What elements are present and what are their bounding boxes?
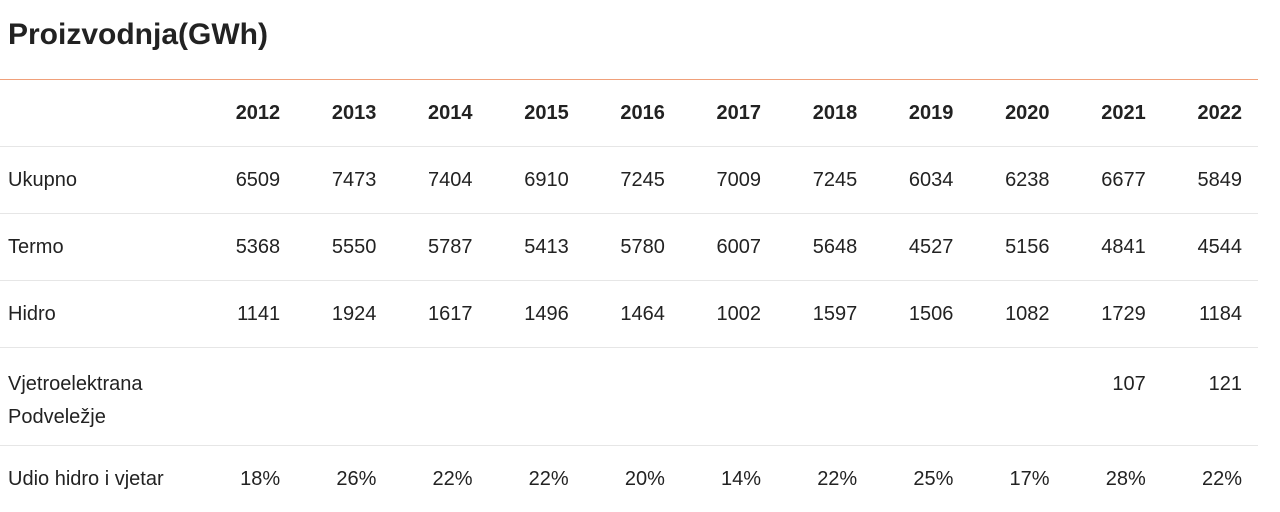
header-corner-cell	[0, 80, 200, 147]
table-cell: 26%	[296, 446, 392, 512]
table-cell: 6677	[1066, 147, 1162, 214]
table-cell: 7404	[392, 147, 488, 214]
table-cell: 1924	[296, 281, 392, 348]
table-cell: 5787	[392, 214, 488, 281]
year-header: 2019	[873, 80, 969, 147]
table-cell: 6910	[489, 147, 585, 214]
page-title: Proizvodnja(GWh)	[8, 18, 268, 52]
table-cell	[969, 348, 1065, 446]
row-label: Udio hidro i vjetar	[0, 446, 200, 512]
table-cell: 4527	[873, 214, 969, 281]
table-cell: 1729	[1066, 281, 1162, 348]
table-cell: 1597	[777, 281, 873, 348]
table-cell: 5849	[1162, 147, 1258, 214]
table-header-row: 2012 2013 2014 2015 2016 2017 2018 2019 …	[0, 80, 1258, 147]
table-cell: 5413	[489, 214, 585, 281]
table-cell	[392, 348, 488, 446]
table-cell	[681, 348, 777, 446]
year-header: 2013	[296, 80, 392, 147]
row-label: Termo	[0, 214, 200, 281]
table-cell: 1082	[969, 281, 1065, 348]
production-table: 2012 2013 2014 2015 2016 2017 2018 2019 …	[0, 80, 1258, 512]
year-header: 2021	[1066, 80, 1162, 147]
year-header: 2014	[392, 80, 488, 147]
table-cell: 107	[1066, 348, 1162, 446]
table-cell: 1506	[873, 281, 969, 348]
year-header: 2020	[969, 80, 1065, 147]
table-cell: 25%	[873, 446, 969, 512]
table-cell: 6007	[681, 214, 777, 281]
table-cell: 22%	[1162, 446, 1258, 512]
table-cell: 5648	[777, 214, 873, 281]
table-cell	[200, 348, 296, 446]
table-cell: 7245	[585, 147, 681, 214]
table-cell: 1184	[1162, 281, 1258, 348]
table-cell	[585, 348, 681, 446]
table-cell: 22%	[392, 446, 488, 512]
table-cell: 18%	[200, 446, 296, 512]
row-label: Ukupno	[0, 147, 200, 214]
table-cell: 14%	[681, 446, 777, 512]
table-cell: 22%	[489, 446, 585, 512]
table-cell: 6238	[969, 147, 1065, 214]
table-row-vjetroelektrana: Vjetroelektrana Podveležje 107 121	[0, 348, 1258, 446]
table-cell: 1496	[489, 281, 585, 348]
table-cell: 1464	[585, 281, 681, 348]
table-cell: 5156	[969, 214, 1065, 281]
table-cell: 5550	[296, 214, 392, 281]
year-header: 2022	[1162, 80, 1258, 147]
year-header: 2015	[489, 80, 585, 147]
table-cell: 6509	[200, 147, 296, 214]
table-cell: 1617	[392, 281, 488, 348]
year-header: 2012	[200, 80, 296, 147]
table-row-ukupno: Ukupno 6509 7473 7404 6910 7245 7009 724…	[0, 147, 1258, 214]
table-cell: 1141	[200, 281, 296, 348]
table-cell	[489, 348, 585, 446]
table-cell: 4544	[1162, 214, 1258, 281]
table-cell	[296, 348, 392, 446]
table-cell: 121	[1162, 348, 1258, 446]
table-row-udio: Udio hidro i vjetar 18% 26% 22% 22% 20% …	[0, 446, 1258, 512]
table-cell: 4841	[1066, 214, 1162, 281]
table-cell: 17%	[969, 446, 1065, 512]
table-cell: 1002	[681, 281, 777, 348]
table-cell: 5780	[585, 214, 681, 281]
year-header: 2018	[777, 80, 873, 147]
table-cell	[777, 348, 873, 446]
table-cell	[873, 348, 969, 446]
table-cell: 5368	[200, 214, 296, 281]
table-cell: 22%	[777, 446, 873, 512]
year-header: 2017	[681, 80, 777, 147]
table-row-termo: Termo 5368 5550 5787 5413 5780 6007 5648…	[0, 214, 1258, 281]
table-cell: 28%	[1066, 446, 1162, 512]
year-header: 2016	[585, 80, 681, 147]
table-row-hidro: Hidro 1141 1924 1617 1496 1464 1002 1597…	[0, 281, 1258, 348]
row-label: Hidro	[0, 281, 200, 348]
table-cell: 7473	[296, 147, 392, 214]
row-label: Vjetroelektrana Podveležje	[0, 348, 200, 446]
table-cell: 7245	[777, 147, 873, 214]
table-cell: 20%	[585, 446, 681, 512]
table-cell: 7009	[681, 147, 777, 214]
table-cell: 6034	[873, 147, 969, 214]
